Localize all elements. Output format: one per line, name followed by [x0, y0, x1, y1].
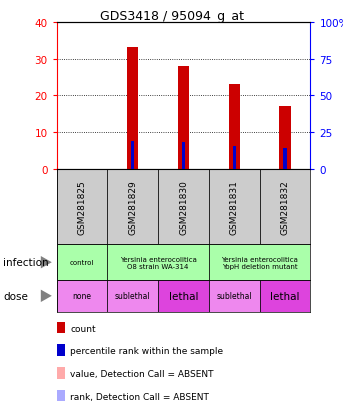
Bar [127, 48, 138, 169]
Text: count: count [70, 324, 96, 333]
Text: value, Detection Call = ABSENT: value, Detection Call = ABSENT [70, 369, 214, 378]
Bar [260, 280, 310, 312]
Bar [209, 245, 310, 280]
Bar [131, 142, 134, 169]
Bar [283, 149, 287, 169]
Text: rank, Detection Call = ABSENT: rank, Detection Call = ABSENT [70, 392, 209, 401]
Bar [158, 280, 209, 312]
Bar [233, 147, 236, 169]
Text: percentile rank within the sample: percentile rank within the sample [70, 347, 223, 356]
Bar [107, 280, 158, 312]
Bar [57, 245, 107, 280]
Text: Yersinia enterocolitica
YopH deletion mutant: Yersinia enterocolitica YopH deletion mu… [221, 256, 298, 269]
Text: control: control [70, 260, 94, 266]
Bar [209, 169, 260, 245]
Polygon shape [41, 256, 52, 269]
Text: dose: dose [3, 291, 28, 301]
Text: GSM281831: GSM281831 [230, 180, 239, 235]
Text: GSM281829: GSM281829 [128, 180, 137, 235]
Bar [107, 245, 209, 280]
Text: sublethal: sublethal [216, 292, 252, 301]
Bar [158, 169, 209, 245]
Bar [57, 169, 107, 245]
Text: none: none [72, 292, 92, 301]
Bar [178, 67, 189, 169]
Text: GSM281825: GSM281825 [78, 180, 86, 235]
Bar [209, 280, 260, 312]
Text: GSM281832: GSM281832 [281, 180, 289, 235]
Bar [57, 280, 107, 312]
Bar [182, 143, 185, 169]
Bar [280, 107, 291, 169]
Text: infection: infection [3, 258, 49, 268]
Text: sublethal: sublethal [115, 292, 151, 301]
Text: GDS3418 / 95094_g_at: GDS3418 / 95094_g_at [99, 10, 244, 23]
Polygon shape [41, 290, 52, 302]
Bar [229, 85, 240, 169]
Text: GSM281830: GSM281830 [179, 180, 188, 235]
Bar [107, 169, 158, 245]
Text: lethal: lethal [270, 291, 300, 301]
Text: Yersinia enterocolitica
O8 strain WA-314: Yersinia enterocolitica O8 strain WA-314 [120, 256, 197, 269]
Bar [260, 169, 310, 245]
Text: lethal: lethal [169, 291, 198, 301]
